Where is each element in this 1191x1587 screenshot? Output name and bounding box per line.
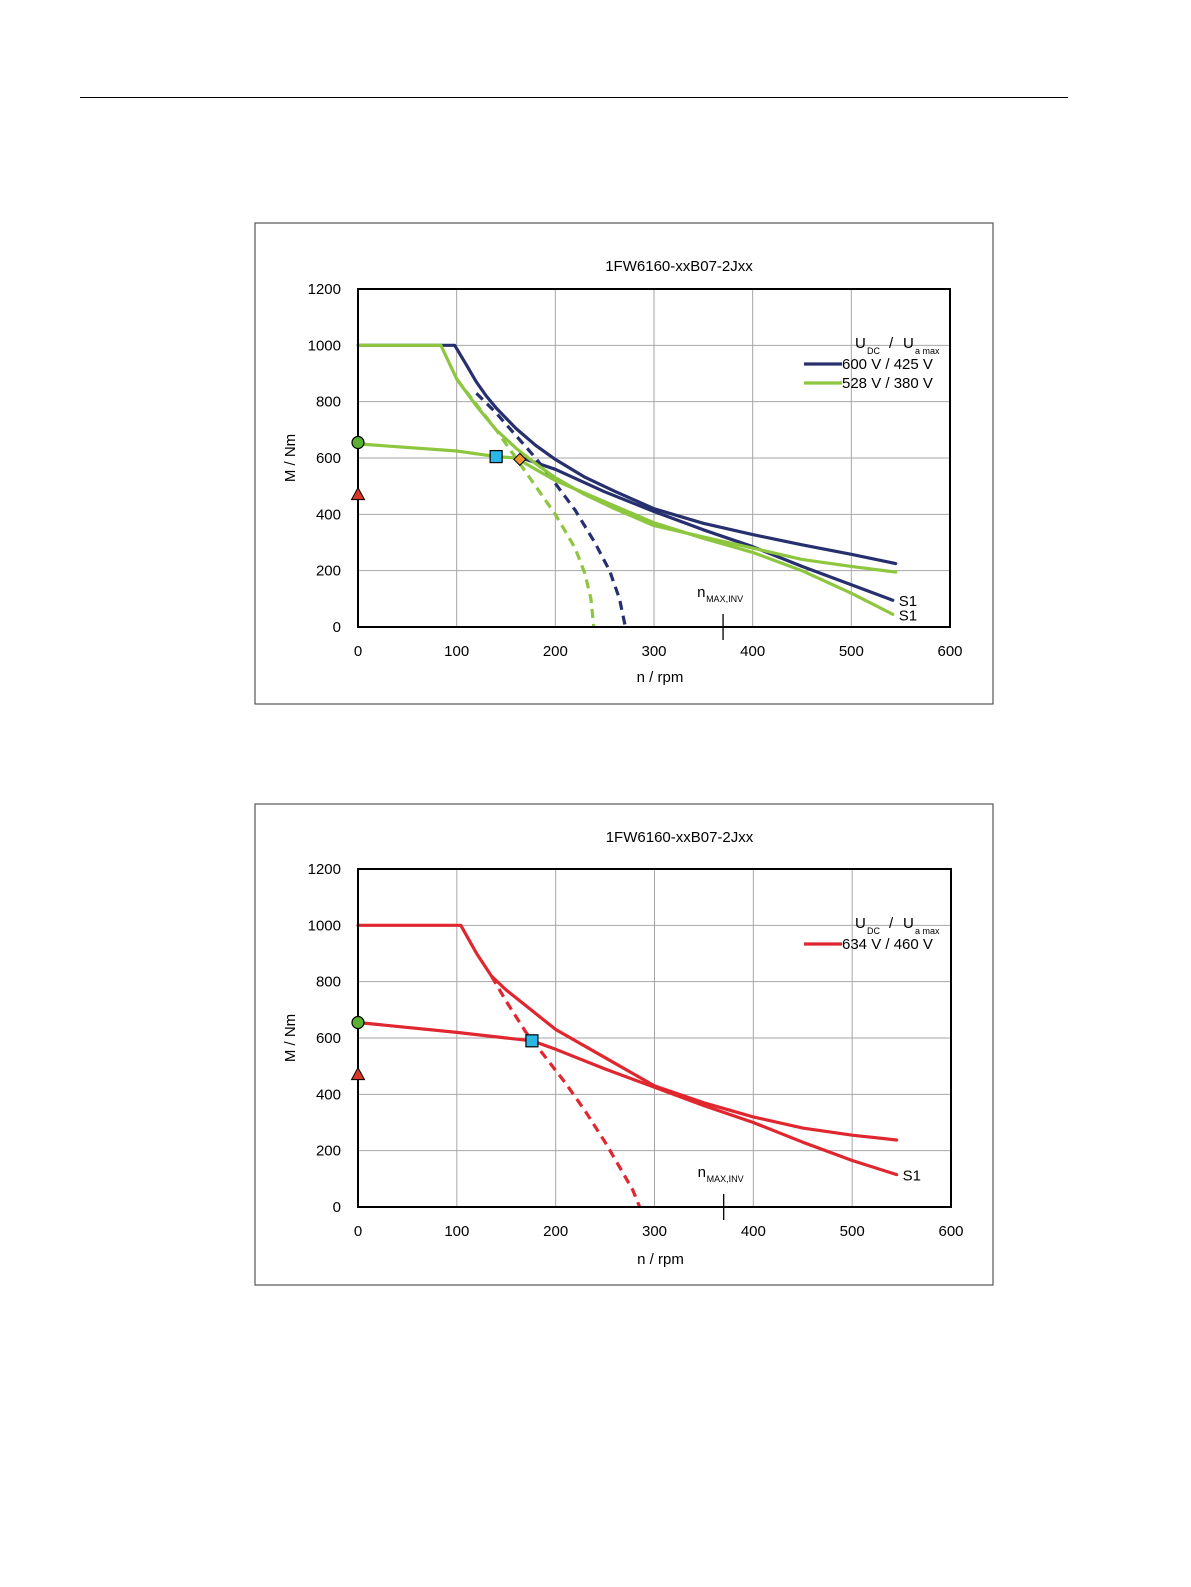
y-tick-label: 1000 — [308, 337, 341, 354]
series-line-red-peak — [356, 923, 899, 1142]
marker-square — [525, 1034, 539, 1048]
legend-entry: 528 V / 380 V — [842, 375, 933, 392]
y-tick-label: 0 — [333, 619, 341, 636]
plot-area-border — [357, 868, 952, 1208]
series-end-label: S1 — [903, 1168, 921, 1185]
legend-title-u2: U — [903, 335, 914, 352]
y-tick-label: 200 — [316, 1143, 341, 1160]
legend-title-u2: U — [903, 915, 914, 932]
legend-title-u: U — [855, 335, 866, 352]
x-axis-label: n / rpm — [637, 669, 684, 686]
nmax-inv-label: n — [698, 1164, 706, 1181]
x-tick-label: 100 — [444, 643, 469, 660]
chart-title: 1FW6160-xxB07-2Jxx — [605, 258, 753, 275]
nmax-inv-subscript: MAX,INV — [707, 1174, 744, 1184]
marker-circle — [351, 1015, 365, 1030]
torque-speed-chart-1: 0 100 200 300 400 500 600 0 200 400 600 800 1000 1200… — [254, 222, 994, 705]
marker-circle — [351, 435, 365, 450]
x-tick-label: 0 — [354, 1223, 362, 1240]
x-tick-label: 600 — [937, 643, 962, 660]
series-line-navy-S1 — [520, 456, 895, 602]
series-end-label: S1 — [899, 593, 917, 610]
legend-title-dc: DC — [867, 346, 880, 356]
y-tick-label: 800 — [316, 394, 341, 411]
legend-title-slash: / — [889, 915, 894, 932]
y-tick-label: 1200 — [308, 861, 341, 878]
y-tick-label: 400 — [316, 506, 341, 523]
x-tick-label: 400 — [740, 643, 765, 660]
x-tick-label: 500 — [840, 1223, 865, 1240]
y-tick-label: 1200 — [308, 281, 341, 298]
series-end-label: S1 — [899, 607, 917, 624]
legend-title-amax: a max — [915, 346, 940, 356]
x-tick-label: 600 — [938, 1223, 963, 1240]
x-tick-label: 200 — [543, 1223, 568, 1240]
series-line-navy-voltage-limit — [475, 392, 627, 628]
x-tick-label: 500 — [839, 643, 864, 660]
chart-title: 1FW6160-xxB07-2Jxx — [606, 829, 754, 846]
x-tick-label: 100 — [444, 1223, 469, 1240]
y-axis-label: M / Nm — [282, 1014, 299, 1062]
legend-entry: 634 V / 460 V — [842, 936, 933, 953]
marker-triangle — [350, 1066, 366, 1081]
legend-entry: 600 V / 425 V — [842, 356, 933, 373]
x-tick-label: 300 — [642, 1223, 667, 1240]
series-line-green-voltage-limit — [455, 378, 596, 628]
x-tick-label: 300 — [641, 643, 666, 660]
legend-title-amax: a max — [915, 926, 940, 936]
y-tick-label: 200 — [316, 563, 341, 580]
legend-title-u: U — [855, 915, 866, 932]
y-axis-label: M / Nm — [282, 434, 299, 482]
y-tick-label: 1000 — [308, 917, 341, 934]
series-line-red-S1 — [356, 1020, 899, 1177]
y-tick-label: 400 — [316, 1086, 341, 1103]
marker-triangle — [350, 486, 366, 501]
x-tick-label: 400 — [741, 1223, 766, 1240]
series-line-navy-peak — [356, 343, 898, 566]
x-tick-label: 0 — [354, 643, 362, 660]
y-tick-label: 0 — [333, 1199, 341, 1216]
series-line-red-voltage-limit — [490, 975, 642, 1208]
nmax-inv-label: n — [697, 584, 705, 601]
y-tick-label: 800 — [316, 974, 341, 991]
nmax-inv-subscript: MAX,INV — [706, 594, 743, 604]
header-rule — [80, 97, 1068, 98]
marker-diamond — [513, 452, 527, 467]
legend-title-slash: / — [889, 335, 894, 352]
torque-speed-chart-2: 0 100 200 300 400 500 600 0 200 400 600 800 1000 1200… — [254, 803, 994, 1286]
legend-title-dc: DC — [867, 926, 880, 936]
chart-frame — [254, 803, 994, 1286]
y-tick-label: 600 — [316, 450, 341, 467]
x-axis-label: n / rpm — [637, 1251, 684, 1268]
plot-area-border — [357, 288, 951, 628]
y-tick-label: 600 — [316, 1030, 341, 1047]
marker-square — [489, 449, 503, 464]
x-tick-label: 200 — [543, 643, 568, 660]
